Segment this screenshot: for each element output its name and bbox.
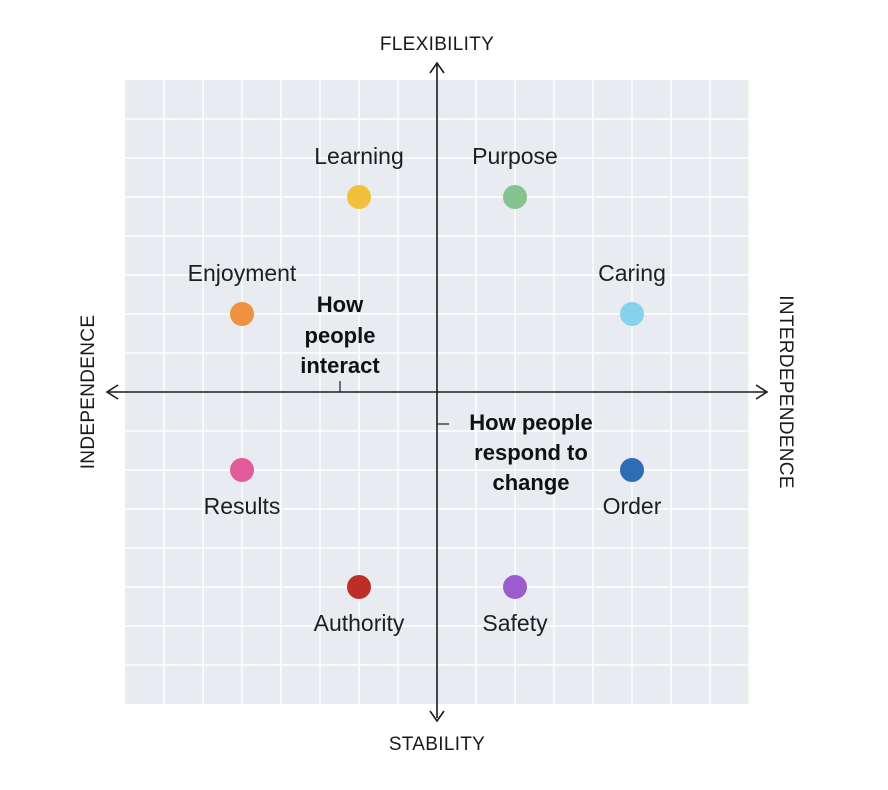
style-label-safety: Safety [482,610,548,636]
style-point-learning [347,185,371,209]
style-purpose: Purpose [472,143,558,209]
vertical-description-line-1: How people [469,410,592,435]
axes [105,61,769,723]
vertical-axis-description: How people respond to change [469,410,592,495]
axis-label-top: FLEXIBILITY [380,34,494,55]
axis-label-left: INDEPENDENCE [78,315,99,470]
style-enjoyment: Enjoyment [188,260,297,326]
culture-style-points: Learning Purpose Enjoyment Caring Results Ord… [188,143,666,636]
style-point-purpose [503,185,527,209]
style-learning: Learning [314,143,404,209]
style-point-safety [503,575,527,599]
style-point-order [620,458,644,482]
style-point-enjoyment [230,302,254,326]
vertical-description-line-2: respond to [474,440,588,465]
arrow-left-icon [105,384,119,400]
style-label-enjoyment: Enjoyment [188,260,297,286]
style-caring: Caring [598,260,666,326]
style-point-authority [347,575,371,599]
arrow-right-icon [755,384,769,400]
style-label-purpose: Purpose [472,143,558,169]
axis-label-bottom: STABILITY [389,734,485,755]
vertical-description-line-3: change [492,470,569,495]
style-label-authority: Authority [314,610,405,636]
style-label-caring: Caring [598,260,666,286]
arrow-down-icon [429,710,445,723]
horizontal-axis-description: How people interact [300,292,380,378]
horizontal-description-line-1: How [317,292,364,317]
style-label-learning: Learning [314,143,404,169]
style-safety: Safety [482,575,548,636]
horizontal-description-line-3: interact [300,353,380,378]
style-label-results: Results [204,493,281,519]
horizontal-description-line-2: people [305,323,376,348]
style-point-caring [620,302,644,326]
arrow-up-icon [429,61,445,74]
style-authority: Authority [314,575,405,636]
style-order: Order [603,458,662,519]
style-label-order: Order [603,493,662,519]
style-point-results [230,458,254,482]
axis-label-right: INTERDEPENDENCE [775,295,796,488]
style-results: Results [204,458,281,519]
